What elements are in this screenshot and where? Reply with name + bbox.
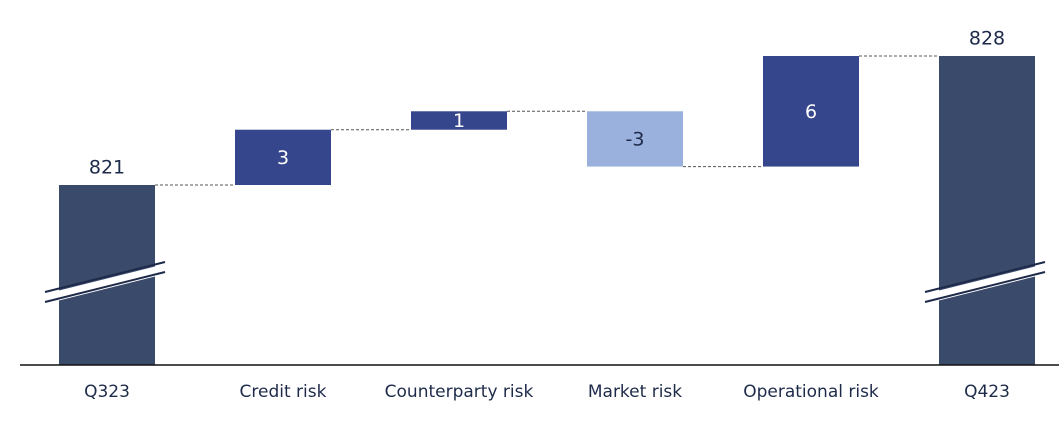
- axis-break-line: [924, 271, 1046, 303]
- x-tick-label: Operational risk: [743, 382, 879, 402]
- axis-break-line: [924, 261, 1046, 293]
- bar: [411, 111, 507, 130]
- x-tick-label: Q423: [964, 382, 1010, 402]
- value-label: 821: [89, 157, 125, 179]
- value-label: -3: [626, 128, 645, 150]
- x-tick-label: Credit risk: [239, 382, 327, 402]
- x-tick-label: Q323: [84, 382, 130, 402]
- value-label: 6: [805, 101, 817, 123]
- value-label: 1: [453, 110, 465, 132]
- bar: [235, 129, 331, 185]
- x-tick-label: Market risk: [587, 382, 683, 402]
- x-tick-label: Counterparty risk: [384, 382, 534, 402]
- axis-break-line: [44, 261, 166, 293]
- bar: [587, 111, 683, 167]
- axis-break-line: [44, 271, 166, 303]
- bar: [939, 56, 1035, 365]
- bar: [763, 56, 859, 167]
- value-label: 3: [277, 147, 289, 169]
- value-label: 828: [969, 28, 1005, 50]
